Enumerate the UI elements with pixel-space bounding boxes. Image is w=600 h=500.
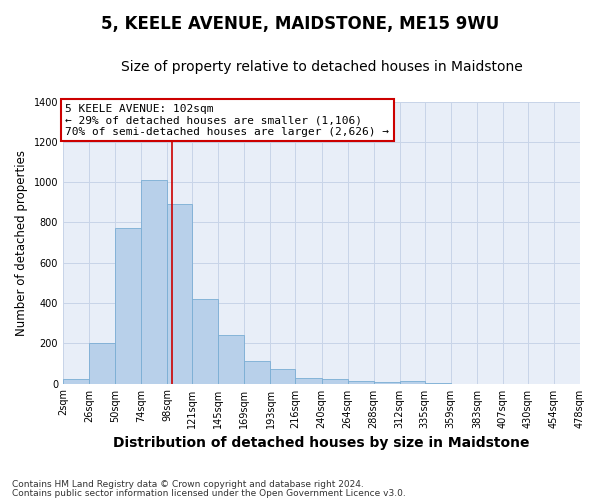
Bar — [374, 382, 400, 384]
Bar — [244, 362, 271, 384]
Bar — [425, 383, 451, 384]
Bar — [115, 228, 141, 384]
X-axis label: Distribution of detached houses by size in Maidstone: Distribution of detached houses by size … — [113, 436, 530, 450]
Bar — [89, 344, 115, 384]
Text: 5, KEELE AVENUE, MAIDSTONE, ME15 9WU: 5, KEELE AVENUE, MAIDSTONE, ME15 9WU — [101, 15, 499, 33]
Bar — [322, 379, 347, 384]
Bar — [295, 378, 322, 384]
Y-axis label: Number of detached properties: Number of detached properties — [15, 150, 28, 336]
Text: 5 KEELE AVENUE: 102sqm
← 29% of detached houses are smaller (1,106)
70% of semi-: 5 KEELE AVENUE: 102sqm ← 29% of detached… — [65, 104, 389, 137]
Bar — [400, 381, 425, 384]
Title: Size of property relative to detached houses in Maidstone: Size of property relative to detached ho… — [121, 60, 523, 74]
Bar — [141, 180, 167, 384]
Bar — [63, 378, 89, 384]
Bar — [192, 299, 218, 384]
Bar — [271, 370, 295, 384]
Bar — [218, 335, 244, 384]
Text: Contains HM Land Registry data © Crown copyright and database right 2024.: Contains HM Land Registry data © Crown c… — [12, 480, 364, 489]
Text: Contains public sector information licensed under the Open Government Licence v3: Contains public sector information licen… — [12, 488, 406, 498]
Bar — [167, 204, 192, 384]
Bar — [347, 380, 374, 384]
